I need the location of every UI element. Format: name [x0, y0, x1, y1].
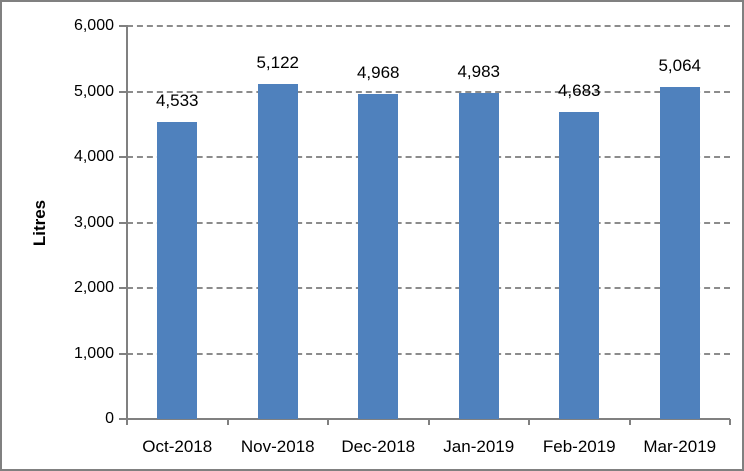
bar-value-label: 4,533 [155, 91, 199, 111]
bar [659, 87, 700, 419]
x-axis-category-label: Oct-2018 [142, 437, 213, 456]
y-axis-tick-label: 5,000 [73, 82, 114, 100]
y-axis-tick [119, 221, 127, 224]
x-axis-tick [729, 419, 731, 425]
y-axis-tick [119, 156, 127, 158]
x-axis-tick [427, 419, 430, 425]
bar-value-label: 4,968 [356, 62, 400, 82]
y-axis-line [126, 25, 128, 420]
y-axis-tick [119, 90, 127, 93]
gridline [127, 25, 730, 27]
bar [257, 83, 298, 419]
gridline [127, 90, 730, 93]
y-axis-tick-label: 2,000 [73, 279, 114, 296]
y-axis-tick [119, 352, 127, 355]
y-axis-tick-label: 0 [105, 410, 114, 427]
x-axis-category-label: Mar-2019 [643, 437, 717, 456]
bar [358, 93, 399, 419]
y-axis-tick-label: 3,000 [73, 213, 114, 231]
bar-value-label: 5,122 [256, 52, 300, 72]
x-axis-tick [126, 419, 128, 425]
x-axis-tick [528, 419, 530, 425]
y-axis-tick-label: 4,000 [73, 148, 114, 165]
x-axis-category-label: Dec-2018 [341, 437, 416, 456]
x-axis-tick [628, 419, 631, 425]
bar-value-label: 5,064 [658, 56, 702, 76]
x-axis-category-label: Nov-2018 [240, 437, 315, 456]
y-axis-tick [119, 25, 127, 27]
bar [458, 92, 499, 419]
x-axis-category-label: Feb-2019 [542, 437, 616, 456]
y-axis-tick [119, 287, 127, 289]
y-axis-tick [119, 418, 127, 420]
gridline [127, 352, 730, 355]
bar [559, 112, 600, 419]
gridline [127, 287, 730, 289]
gridline [127, 156, 730, 158]
y-axis-tick-label: 6,000 [73, 17, 114, 34]
bar-value-label: 4,983 [457, 61, 501, 81]
y-axis-tick-label: 1,000 [73, 344, 114, 362]
x-axis-tick [327, 419, 329, 425]
x-axis-category-label: Jan-2019 [443, 437, 515, 456]
bar [157, 122, 198, 419]
bar-value-label: 4,683 [557, 81, 601, 101]
gridline [127, 221, 730, 224]
x-axis-tick [226, 419, 229, 425]
